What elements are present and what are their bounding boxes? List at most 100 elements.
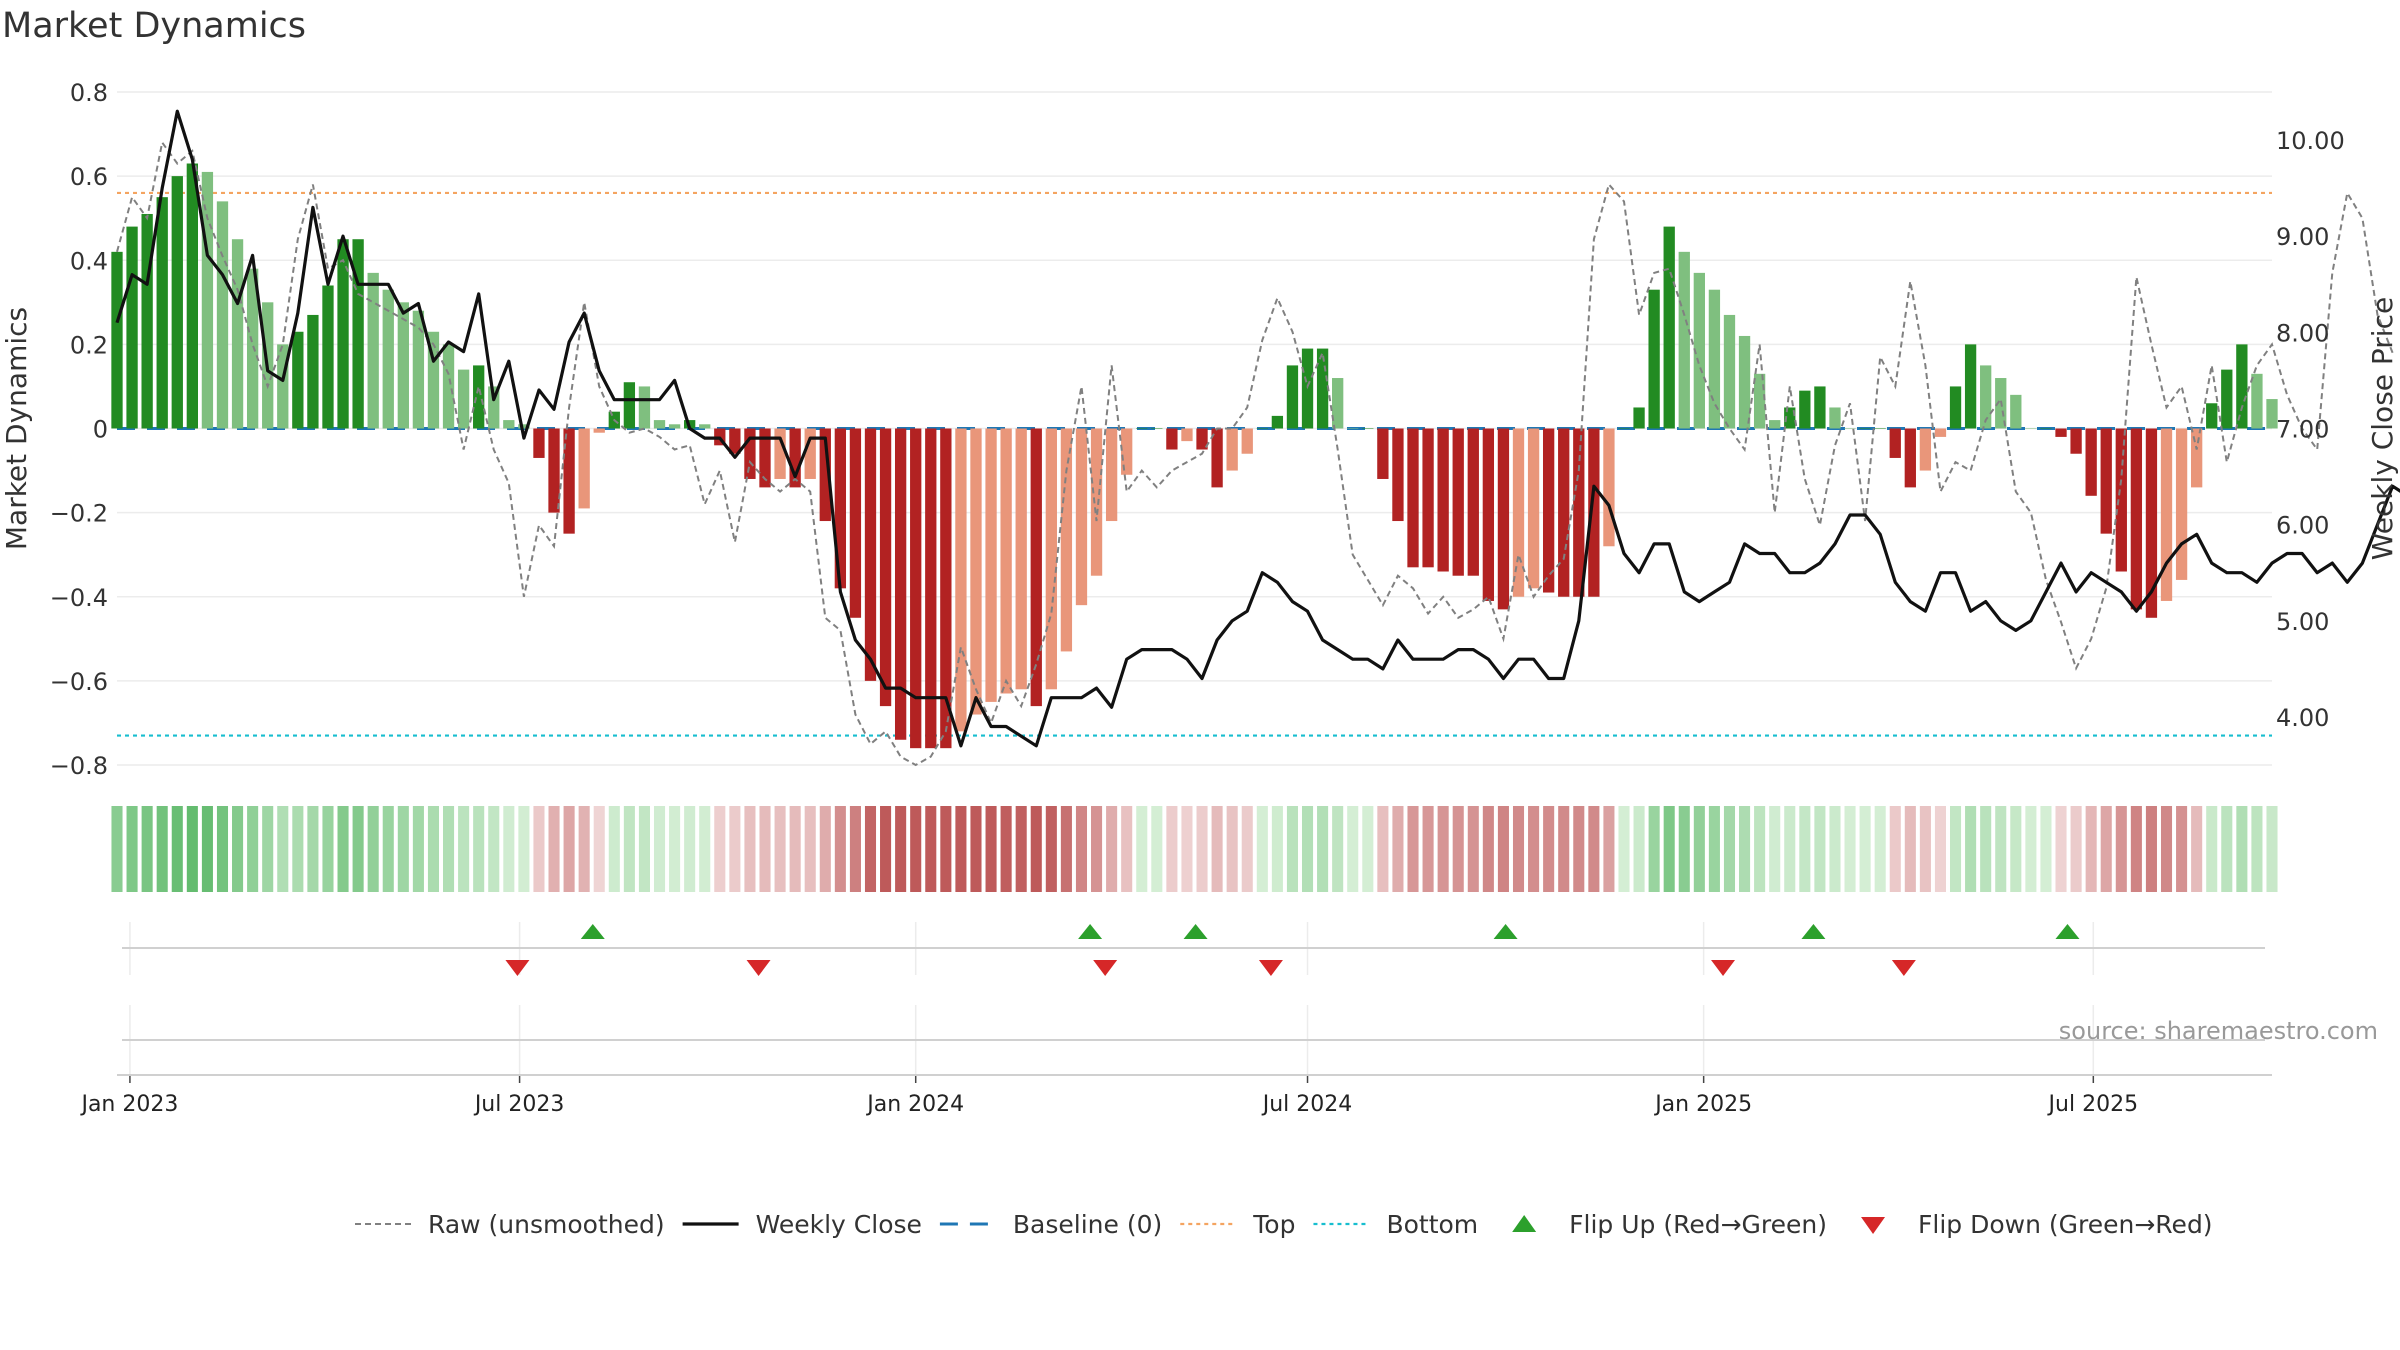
legend-item: Flip Down (Green→Red) (1861, 1210, 2213, 1239)
strip-cell (1362, 806, 1374, 892)
strip-cell (1588, 806, 1600, 892)
y-tick-label: 0.6 (70, 163, 108, 191)
strip-cell (2040, 806, 2052, 892)
dynamics-bar (1166, 428, 1178, 450)
strip-cell (1286, 806, 1298, 892)
dynamics-bar (1392, 428, 1404, 522)
dynamics-bar (1738, 335, 1751, 429)
dynamics-bar (1151, 428, 1163, 429)
dynamics-bar (1482, 428, 1495, 601)
dynamics-bar (1844, 428, 1856, 429)
legend: Raw (unsmoothed) Weekly Close Baseline (0)… (355, 1210, 2213, 1239)
strip-cell (910, 806, 922, 892)
strip-cell (533, 806, 545, 892)
dynamics-bar (2055, 428, 2067, 437)
dynamics-bar (1829, 407, 1841, 429)
strip-cell (503, 806, 515, 892)
dynamics-bar (668, 424, 681, 429)
strip-cell (638, 806, 650, 892)
dynamics-bar (1633, 407, 1645, 429)
strip-cell (247, 806, 259, 892)
strip-cell (608, 806, 620, 892)
dynamics-bar (940, 428, 952, 749)
dynamics-bar (518, 424, 530, 429)
strip-cell (2206, 806, 2218, 892)
dynamics-bar (970, 428, 982, 715)
close-line (115, 109, 2400, 748)
dynamics-bar (412, 310, 425, 429)
dynamics-bar (1889, 428, 1901, 458)
strip-cell (2085, 806, 2097, 892)
dynamics-bar (2221, 369, 2233, 429)
strip-cell (1151, 806, 1163, 892)
legend-item: Raw (unsmoothed) (355, 1210, 665, 1239)
strip-cell (1181, 806, 1193, 892)
strip-cell (126, 806, 138, 892)
dynamics-bar (473, 365, 485, 429)
strip-cell (473, 806, 485, 892)
dynamics-bar (819, 428, 831, 522)
dynamics-bar (2130, 428, 2143, 610)
strip-cell (1919, 806, 1931, 892)
strip-cell (1045, 806, 1057, 892)
strip-cell (1166, 806, 1178, 892)
legend-label: Baseline (0) (1013, 1210, 1162, 1239)
dynamics-bar (1241, 428, 1253, 454)
strip-cell (1075, 806, 1088, 892)
strip-cell (352, 806, 364, 892)
dynamics-bar (1693, 272, 1705, 429)
strip-cell (1980, 806, 1992, 892)
y-axis-title: Market Dynamics (0, 307, 33, 550)
dynamics-bar (1753, 373, 1766, 429)
flip-up-marker (1183, 924, 1208, 939)
strip-cell (1844, 806, 1856, 892)
strip-cell (397, 806, 409, 892)
dynamics-bar (563, 428, 575, 534)
strip-cell (458, 806, 470, 892)
strip-cell (1121, 806, 1133, 892)
strip-cell (864, 806, 877, 892)
dynamics-bar (623, 382, 636, 429)
strip-cell (1859, 806, 1871, 892)
dynamics-bar (1377, 428, 1389, 479)
strip-cell (171, 806, 183, 892)
strip-cell (1332, 806, 1344, 892)
dynamics-bar (1648, 289, 1660, 429)
dynamics-bar (1015, 428, 1027, 690)
y-tick-label: 0 (93, 416, 108, 444)
dynamics-bar (2145, 428, 2158, 618)
y-tick-label: −0.4 (50, 584, 108, 612)
strip-cell (1663, 806, 1675, 892)
dynamics-bar (985, 428, 997, 702)
strip-cell (1256, 806, 1268, 892)
dynamics-bar (804, 428, 816, 479)
dynamics-bar (1090, 428, 1103, 576)
strip-cell (2160, 806, 2173, 892)
dynamics-bar (126, 226, 138, 429)
strip-cell (895, 806, 907, 892)
flip-up-marker (1801, 924, 1826, 939)
strip-cell (1949, 806, 1962, 892)
dynamics-bar (337, 239, 349, 429)
y2-tick-label: 6.00 (2276, 512, 2329, 540)
strip-cell (1437, 806, 1449, 892)
dynamics-bar (1271, 415, 1284, 429)
strip-cell (1558, 806, 1570, 892)
strip-cell (1000, 806, 1012, 892)
strip-cell (1015, 806, 1027, 892)
raw-line (116, 140, 2394, 767)
strip-cell (382, 806, 394, 892)
dynamics-bar (1678, 251, 1690, 429)
strip-cell (443, 806, 455, 892)
dynamics-bar (1332, 378, 1344, 429)
strip-cell (774, 806, 786, 892)
dynamics-bar (1542, 428, 1555, 593)
legend-item: Baseline (0) (939, 1210, 1162, 1239)
strip-cell (216, 806, 229, 892)
dynamics-bar (1181, 428, 1193, 442)
strip-cell (1317, 806, 1329, 892)
dynamics-bar (1904, 428, 1916, 488)
dynamics-bar (548, 428, 560, 513)
dynamics-bar (503, 420, 515, 429)
dynamics-bar (1121, 428, 1133, 475)
